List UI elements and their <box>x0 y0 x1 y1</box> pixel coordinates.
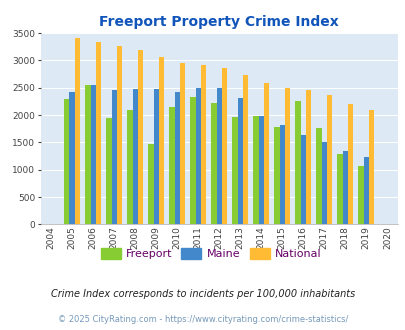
Bar <box>305 90 310 224</box>
Bar <box>300 135 305 224</box>
Bar <box>232 117 237 224</box>
Bar <box>295 101 300 224</box>
Bar <box>263 83 269 224</box>
Bar <box>315 128 321 224</box>
Bar <box>221 68 226 224</box>
Bar <box>117 46 122 224</box>
Bar <box>179 63 185 224</box>
Bar <box>85 85 90 224</box>
Text: Crime Index corresponds to incidents per 100,000 inhabitants: Crime Index corresponds to incidents per… <box>51 289 354 299</box>
Bar <box>127 110 132 224</box>
Legend: Freeport, Maine, National: Freeport, Maine, National <box>96 244 325 263</box>
Bar <box>96 42 101 224</box>
Text: © 2025 CityRating.com - https://www.cityrating.com/crime-statistics/: © 2025 CityRating.com - https://www.city… <box>58 315 347 324</box>
Bar <box>195 88 200 224</box>
Bar <box>148 144 153 224</box>
Bar <box>279 125 284 224</box>
Bar <box>137 50 143 224</box>
Bar <box>342 151 347 224</box>
Bar <box>326 95 331 224</box>
Bar <box>368 110 373 224</box>
Bar <box>216 88 221 224</box>
Bar <box>174 91 179 224</box>
Bar <box>169 107 174 224</box>
Bar <box>321 142 326 224</box>
Bar <box>190 97 195 224</box>
Bar <box>64 99 69 224</box>
Bar <box>274 126 279 224</box>
Bar <box>132 89 137 224</box>
Bar <box>253 116 258 224</box>
Bar <box>75 39 80 224</box>
Bar <box>347 104 352 224</box>
Bar <box>337 154 342 224</box>
Bar <box>358 166 363 224</box>
Bar <box>237 98 242 224</box>
Bar <box>111 90 117 224</box>
Bar <box>200 65 206 224</box>
Bar <box>284 88 290 224</box>
Bar <box>258 115 263 224</box>
Bar <box>211 103 216 224</box>
Bar <box>90 85 96 224</box>
Bar <box>158 57 164 224</box>
Bar <box>242 75 247 224</box>
Title: Freeport Property Crime Index: Freeport Property Crime Index <box>99 15 338 29</box>
Bar <box>363 157 368 224</box>
Bar <box>153 89 158 224</box>
Bar <box>69 91 75 224</box>
Bar <box>106 118 111 224</box>
